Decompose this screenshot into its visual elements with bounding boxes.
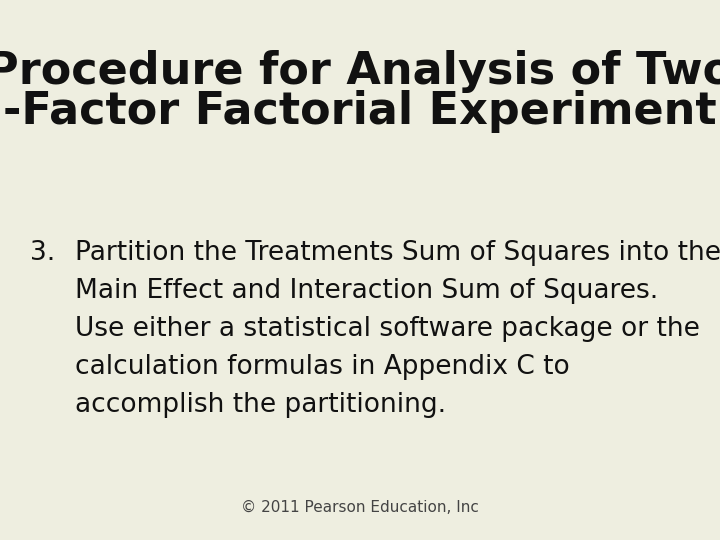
Text: Use either a statistical software package or the: Use either a statistical software packag… — [75, 316, 700, 342]
Text: accomplish the partitioning.: accomplish the partitioning. — [75, 392, 446, 418]
Text: calculation formulas in Appendix C to: calculation formulas in Appendix C to — [75, 354, 570, 380]
Text: Main Effect and Interaction Sum of Squares.: Main Effect and Interaction Sum of Squar… — [75, 278, 658, 304]
Text: Partition the Treatments Sum of Squares into the: Partition the Treatments Sum of Squares … — [75, 240, 720, 266]
Text: 3.: 3. — [30, 240, 55, 266]
Text: Procedure for Analysis of Two: Procedure for Analysis of Two — [0, 50, 720, 93]
Text: © 2011 Pearson Education, Inc: © 2011 Pearson Education, Inc — [241, 500, 479, 515]
Text: -Factor Factorial Experiment: -Factor Factorial Experiment — [3, 90, 717, 133]
